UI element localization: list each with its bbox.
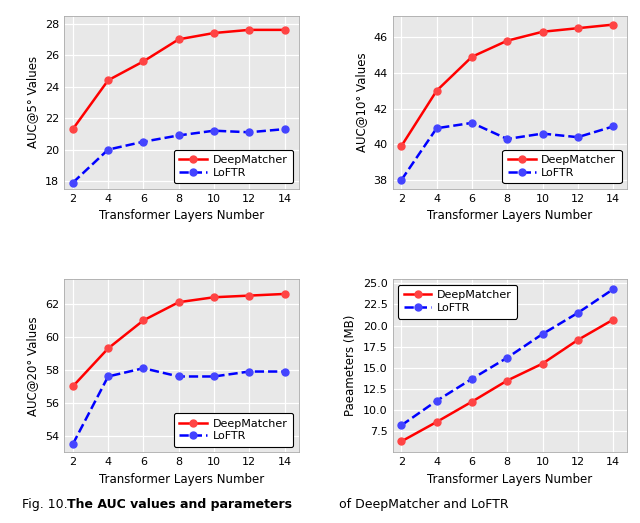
LoFTR (140, 139, 147, 145)
DeepMatcher (504, 38, 511, 44)
LoFTR (281, 126, 289, 132)
Y-axis label: AUC@10° Values: AUC@10° Values (355, 52, 368, 152)
Y-axis label: AUC@20° Values: AUC@20° Values (26, 316, 40, 416)
DeepMatcher (281, 27, 289, 33)
X-axis label: Transformer Layers Number: Transformer Layers Number (428, 209, 593, 222)
DeepMatcher (468, 399, 476, 405)
LoFTR (397, 177, 405, 183)
Line: DeepMatcher: DeepMatcher (398, 316, 616, 445)
LoFTR (210, 373, 218, 380)
LoFTR (433, 397, 440, 404)
LoFTR (504, 136, 511, 142)
LoFTR (468, 120, 476, 126)
Text: Fig. 10.: Fig. 10. (22, 498, 68, 511)
DeepMatcher (210, 30, 218, 36)
Line: LoFTR: LoFTR (69, 126, 288, 186)
LoFTR (574, 134, 582, 140)
Y-axis label: AUC@5° Values: AUC@5° Values (26, 56, 39, 149)
Legend: DeepMatcher, LoFTR: DeepMatcher, LoFTR (502, 150, 621, 184)
X-axis label: Transformer Layers Number: Transformer Layers Number (428, 473, 593, 486)
DeepMatcher (609, 21, 617, 28)
Line: DeepMatcher: DeepMatcher (69, 290, 288, 390)
LoFTR (210, 128, 218, 134)
Legend: DeepMatcher, LoFTR: DeepMatcher, LoFTR (174, 413, 293, 447)
LoFTR (175, 373, 182, 380)
DeepMatcher (574, 25, 582, 31)
LoFTR (468, 376, 476, 382)
Line: DeepMatcher: DeepMatcher (69, 26, 288, 133)
X-axis label: Transformer Layers Number: Transformer Layers Number (99, 473, 264, 486)
Line: DeepMatcher: DeepMatcher (398, 21, 616, 150)
Y-axis label: Paeameters (MB): Paeameters (MB) (344, 315, 357, 416)
DeepMatcher (69, 383, 77, 390)
DeepMatcher (397, 143, 405, 149)
DeepMatcher (397, 438, 405, 445)
DeepMatcher (433, 419, 440, 425)
Line: LoFTR: LoFTR (398, 286, 616, 429)
LoFTR (245, 129, 253, 135)
DeepMatcher (140, 58, 147, 64)
LoFTR (69, 441, 77, 447)
DeepMatcher (433, 87, 440, 94)
DeepMatcher (574, 337, 582, 343)
LoFTR (433, 125, 440, 131)
LoFTR (104, 373, 112, 380)
DeepMatcher (539, 29, 547, 35)
Line: LoFTR: LoFTR (398, 119, 616, 184)
Line: LoFTR: LoFTR (69, 365, 288, 448)
DeepMatcher (245, 27, 253, 33)
DeepMatcher (69, 126, 77, 132)
LoFTR (245, 368, 253, 374)
DeepMatcher (104, 77, 112, 84)
LoFTR (281, 368, 289, 374)
LoFTR (504, 355, 511, 361)
Text: The AUC values and parameters: The AUC values and parameters (67, 498, 292, 511)
LoFTR (609, 286, 617, 292)
LoFTR (140, 365, 147, 371)
X-axis label: Transformer Layers Number: Transformer Layers Number (99, 209, 264, 222)
LoFTR (539, 130, 547, 137)
LoFTR (539, 331, 547, 337)
DeepMatcher (104, 345, 112, 351)
Text: of DeepMatcher and LoFTR: of DeepMatcher and LoFTR (339, 498, 509, 511)
DeepMatcher (140, 317, 147, 324)
DeepMatcher (609, 316, 617, 323)
DeepMatcher (539, 360, 547, 367)
LoFTR (397, 422, 405, 428)
Legend: DeepMatcher, LoFTR: DeepMatcher, LoFTR (398, 285, 517, 319)
DeepMatcher (210, 294, 218, 300)
DeepMatcher (175, 299, 182, 305)
LoFTR (609, 123, 617, 130)
DeepMatcher (281, 291, 289, 297)
Legend: DeepMatcher, LoFTR: DeepMatcher, LoFTR (174, 150, 293, 184)
DeepMatcher (175, 36, 182, 42)
DeepMatcher (504, 378, 511, 384)
LoFTR (574, 310, 582, 316)
LoFTR (175, 132, 182, 139)
DeepMatcher (468, 54, 476, 60)
DeepMatcher (245, 292, 253, 299)
LoFTR (69, 179, 77, 186)
LoFTR (104, 146, 112, 153)
